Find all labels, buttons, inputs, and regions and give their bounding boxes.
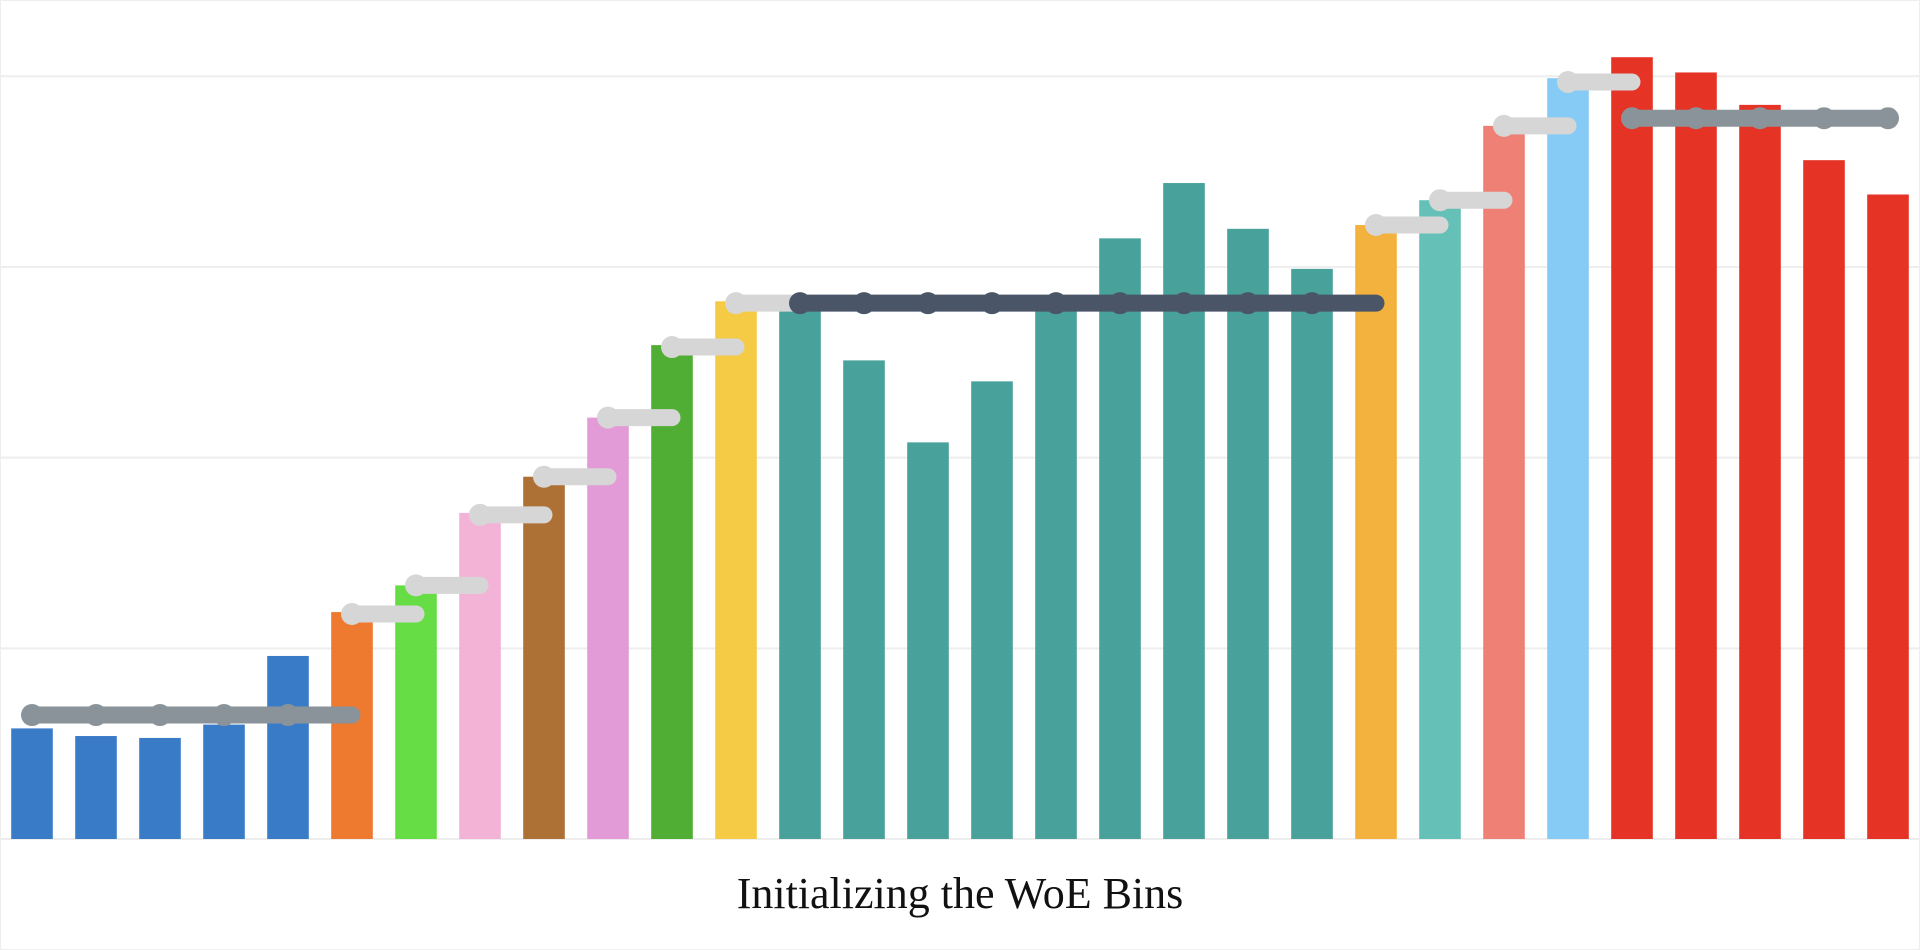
bar xyxy=(1547,78,1589,839)
bar xyxy=(1227,228,1269,839)
woe-dot xyxy=(1237,292,1259,315)
bars xyxy=(11,57,1909,840)
bar xyxy=(1355,225,1397,840)
woe-dot xyxy=(21,704,43,727)
woe-dot xyxy=(1557,70,1579,93)
bar xyxy=(267,655,309,839)
bar xyxy=(1739,104,1781,839)
bar xyxy=(459,512,501,839)
bar xyxy=(1035,306,1077,839)
woe-dot xyxy=(661,336,683,359)
bar xyxy=(843,360,885,839)
bar xyxy=(971,381,1013,839)
bar xyxy=(779,306,821,839)
woe-dot xyxy=(1301,292,1323,315)
woe-dot xyxy=(1877,107,1899,130)
bar xyxy=(395,585,437,839)
bar xyxy=(523,476,565,839)
woe-dot xyxy=(1621,107,1643,130)
chart-title: Initializing the WoE Bins xyxy=(737,869,1184,918)
woe-dot xyxy=(85,704,107,727)
bar xyxy=(1483,125,1525,840)
woe-dot xyxy=(917,292,939,315)
woe-dot xyxy=(1685,107,1707,130)
woe-dot xyxy=(1813,107,1835,130)
woe-dot xyxy=(725,292,747,315)
woe-dot xyxy=(1173,292,1195,315)
woe-dot xyxy=(1109,292,1131,315)
bar xyxy=(11,728,53,839)
woe-dot xyxy=(277,704,299,727)
woe-dot xyxy=(149,704,171,727)
woe-dot xyxy=(405,574,427,597)
woe-dot xyxy=(469,503,491,526)
woe-dot xyxy=(1365,214,1387,237)
bar xyxy=(1867,194,1909,839)
bar xyxy=(1291,268,1333,840)
bar xyxy=(1803,160,1845,839)
bar xyxy=(907,442,949,839)
bar xyxy=(1419,200,1461,839)
bar xyxy=(587,417,629,839)
woe-dot xyxy=(533,465,555,488)
woe-dot xyxy=(1429,189,1451,212)
woe-dot xyxy=(789,292,811,315)
bar xyxy=(1611,57,1653,840)
bar xyxy=(1675,72,1717,839)
bar xyxy=(1099,238,1141,839)
bar xyxy=(139,737,181,839)
bar xyxy=(331,612,373,839)
woe-dot xyxy=(981,292,1003,315)
bar xyxy=(651,345,693,839)
woe-dot xyxy=(1749,107,1771,130)
woe-dot xyxy=(597,406,619,429)
woe-lines xyxy=(21,70,1899,727)
woe-dot xyxy=(1493,114,1515,137)
woe-dot xyxy=(213,704,235,727)
bar xyxy=(1163,183,1205,839)
woe-dot xyxy=(341,602,363,625)
bar xyxy=(75,736,117,839)
woe-dot xyxy=(853,292,875,315)
bar xyxy=(203,724,245,839)
woe-dot xyxy=(1045,292,1067,315)
bar xyxy=(715,301,757,839)
